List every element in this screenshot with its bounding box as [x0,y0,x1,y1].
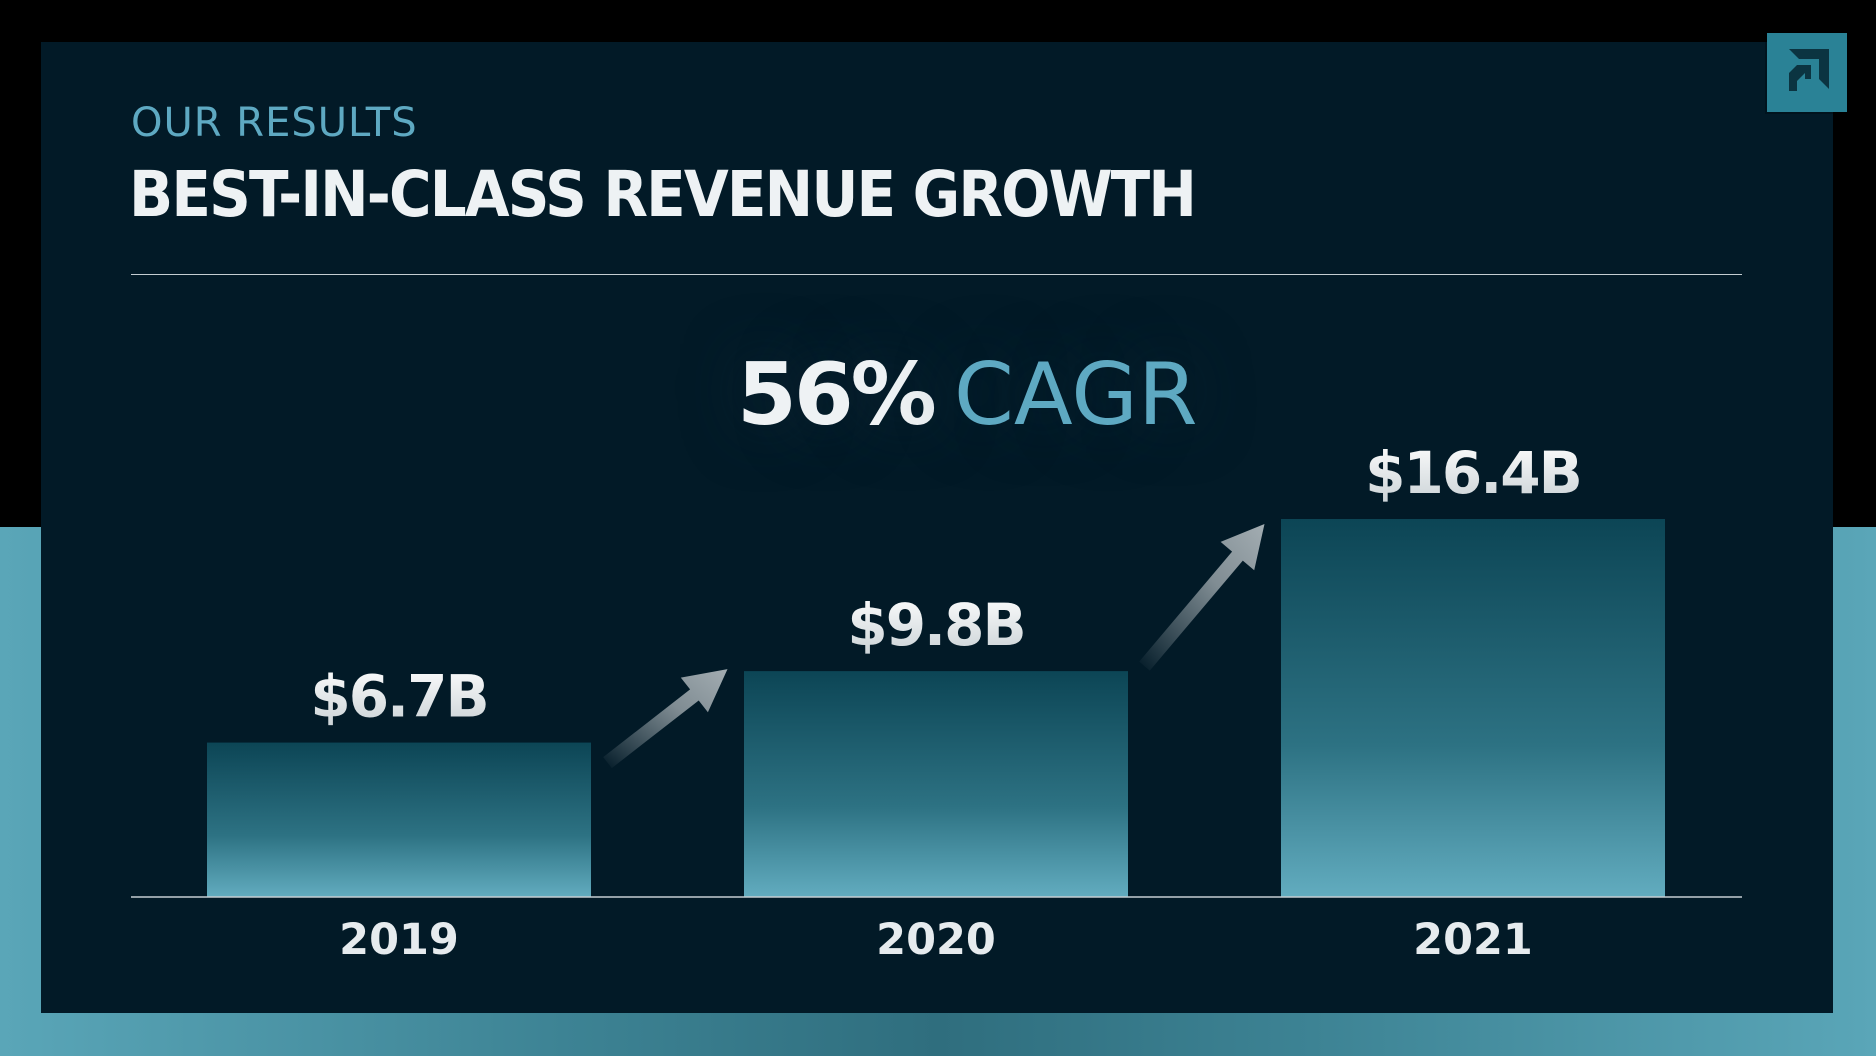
amd-logo-icon [1767,33,1847,112]
value-label-2020: $9.8B [847,591,1024,659]
eyebrow-label: OUR RESULTS [131,100,418,146]
x-tick-label-2021: 2021 [1413,915,1533,965]
page-title: BEST-IN-CLASS REVENUE GROWTH [129,158,1197,231]
cagr-callout: 56% CAGR [737,340,1198,450]
x-tick-label-2020: 2020 [876,915,996,965]
cagr-label: CAGR [953,345,1198,445]
value-label-2021: $16.4B [1365,439,1581,507]
growth-arrow-icon [603,669,728,769]
growth-arrow-icon [1139,524,1265,671]
title-divider [131,274,1742,275]
cagr-value: 56% [737,345,937,445]
bar-2020 [744,671,1128,897]
bar-2019 [207,742,591,897]
x-tick-label-2019: 2019 [339,915,459,965]
bar-2021 [1281,519,1665,897]
value-label-2019: $6.7B [310,663,487,731]
